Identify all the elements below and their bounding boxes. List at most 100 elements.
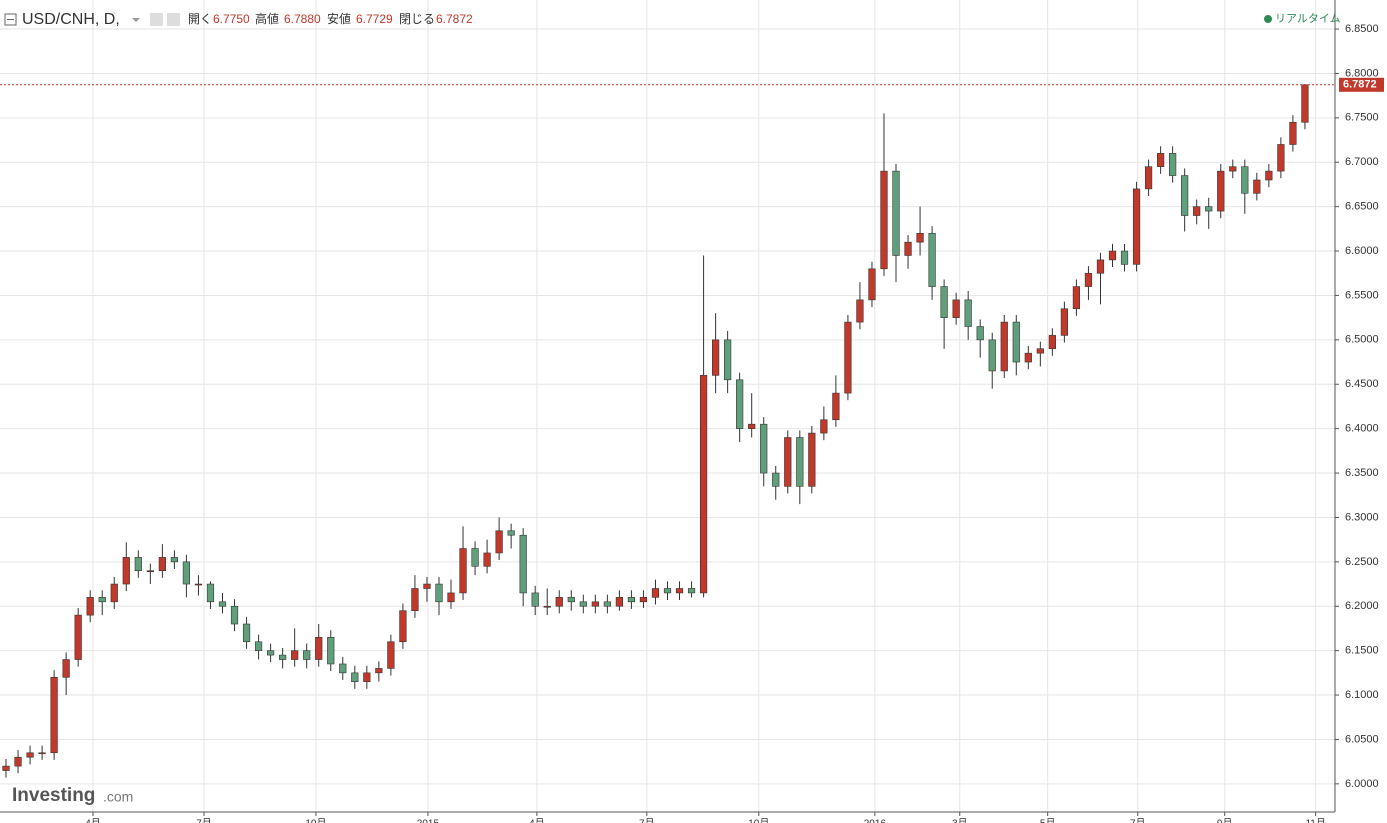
logo-suffix: .com xyxy=(103,789,133,805)
y-tick-label: 6.4000 xyxy=(1345,423,1379,435)
candle-body xyxy=(1024,352,1032,363)
high-label: 高値 xyxy=(255,11,279,26)
candle-body xyxy=(844,321,852,394)
candle-body xyxy=(579,601,587,607)
candle-body xyxy=(531,592,539,607)
candle-body xyxy=(110,583,118,603)
candle-body xyxy=(134,557,142,572)
candle-body xyxy=(375,668,383,674)
candle-body xyxy=(1144,166,1153,190)
candle-body xyxy=(880,170,888,270)
low-value: 6.7729 xyxy=(356,12,393,26)
y-tick-label: 6.8500 xyxy=(1345,23,1379,35)
x-tick-label: 11月 xyxy=(1305,818,1325,823)
candle-body xyxy=(1048,335,1056,350)
candle-body xyxy=(772,472,780,487)
candle-body xyxy=(856,299,864,323)
candle-body xyxy=(254,641,263,651)
candle-body xyxy=(495,530,503,554)
candle-body xyxy=(2,765,10,771)
candle-body xyxy=(327,637,335,665)
open-label: 開く xyxy=(188,12,212,26)
logo: Investing .com xyxy=(12,785,133,806)
candle-body xyxy=(74,614,82,660)
candle-body xyxy=(736,379,744,429)
close-value: 6.7872 xyxy=(436,12,473,26)
y-tick-label: 6.8000 xyxy=(1345,67,1379,79)
candle-body xyxy=(194,583,203,586)
candle-body xyxy=(796,437,804,487)
candle-body xyxy=(170,557,178,563)
candle-body xyxy=(699,375,708,594)
x-tick-label: 4月 xyxy=(529,818,545,823)
x-tick-label: 9月 xyxy=(1217,818,1233,823)
candle-body xyxy=(399,610,407,643)
candle-body xyxy=(1060,308,1068,336)
candle-body xyxy=(411,588,419,611)
candle-body xyxy=(459,548,467,594)
candle-body xyxy=(952,299,960,318)
y-tick-label: 6.7000 xyxy=(1345,156,1379,168)
x-tick-label: 7月 xyxy=(1130,818,1146,823)
x-tick-label: 4月 xyxy=(85,818,101,823)
y-tick-label: 6.5500 xyxy=(1345,289,1379,301)
candle-body xyxy=(1265,170,1273,181)
candle-body xyxy=(1108,250,1117,261)
x-tick-label: 7月 xyxy=(196,818,212,823)
candle-body xyxy=(940,286,948,318)
candle-body xyxy=(62,659,70,678)
logo-brand: Investing xyxy=(12,785,95,806)
y-tick-label: 6.5000 xyxy=(1345,334,1379,346)
candle-body xyxy=(627,597,636,603)
candle-body xyxy=(1036,348,1044,354)
candle-body xyxy=(507,530,515,536)
candle-body xyxy=(122,557,130,585)
x-tick-label: 2016 xyxy=(864,819,887,823)
x-tick-label: 7月 xyxy=(639,818,655,823)
dropdown[interactable] xyxy=(132,18,140,22)
candle-body xyxy=(98,597,106,603)
settings-icon[interactable] xyxy=(167,13,180,26)
candle-body xyxy=(591,601,599,607)
candle-body xyxy=(26,752,34,758)
y-tick-label: 6.3000 xyxy=(1345,511,1379,523)
candle-body xyxy=(206,583,215,603)
candle-body xyxy=(748,423,756,429)
candle-body xyxy=(663,588,672,594)
candle-body xyxy=(555,597,563,607)
high-value: 6.7880 xyxy=(284,12,321,26)
candle-body xyxy=(483,552,491,567)
candle-body xyxy=(1012,321,1020,363)
candle-body xyxy=(218,601,227,607)
candle-body xyxy=(639,597,648,603)
candle-body xyxy=(1084,272,1093,287)
candle-body xyxy=(86,597,94,616)
collapse-icon[interactable] xyxy=(4,13,17,26)
candle-body xyxy=(1193,206,1201,216)
open-value: 6.7750 xyxy=(213,12,250,26)
candle-body xyxy=(567,597,575,603)
y-tick-label: 6.7500 xyxy=(1345,112,1379,124)
settings-icon[interactable] xyxy=(150,13,163,26)
y-tick-label: 6.4500 xyxy=(1345,378,1379,390)
candle-body xyxy=(351,672,359,683)
y-tick-label: 6.6500 xyxy=(1345,201,1379,213)
candle-body xyxy=(832,392,840,421)
x-tick-label: 3月 xyxy=(952,818,968,823)
y-tick-label: 6.1500 xyxy=(1345,645,1379,657)
candle-body xyxy=(687,588,696,594)
candle-body xyxy=(1000,321,1008,372)
candle-body xyxy=(868,268,876,301)
candle-body xyxy=(712,339,720,376)
candle-body xyxy=(964,299,972,327)
candle-body xyxy=(447,592,455,603)
y-tick-label: 6.2500 xyxy=(1345,556,1379,568)
candle-body xyxy=(928,232,936,287)
last-price-tag xyxy=(1339,77,1384,92)
candle-body xyxy=(303,650,311,660)
last-price-label: 6.7872 xyxy=(1343,79,1377,91)
x-tick-label: 2015 xyxy=(417,819,440,823)
header: USD/CNH, D, 開く 6.7750 高値 6.7880 安値 6.772… xyxy=(4,11,1341,28)
